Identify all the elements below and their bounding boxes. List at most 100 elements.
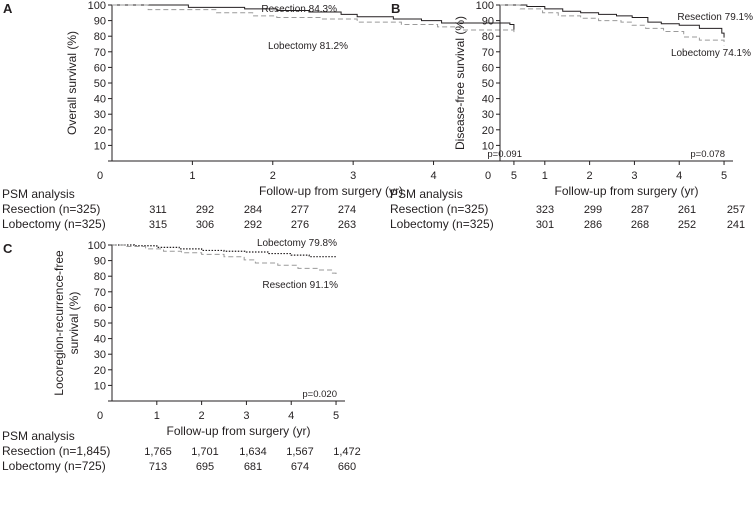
x-tick-label: 5: [511, 170, 517, 182]
panel-label: B: [391, 1, 400, 16]
x-tick-label: 2: [199, 410, 205, 422]
risk-table-cell: 287: [631, 204, 649, 216]
risk-table-cell: 311: [149, 204, 167, 216]
series-label-lobectomy: Lobectomy 81.2%: [268, 41, 348, 52]
curve-resection: [500, 4, 725, 38]
y-tick-label: 20: [94, 125, 106, 137]
x-tick-label: 3: [243, 410, 249, 422]
p-value: p=0.078: [690, 149, 725, 160]
risk-table-cell: 261: [678, 204, 696, 216]
x-axis-label: Follow-up from surgery (yr): [554, 184, 698, 198]
risk-table-cell: 301: [536, 219, 554, 231]
risk-table-row-label: Resection (n=1,845): [2, 444, 110, 458]
risk-table-cell: 306: [196, 219, 214, 231]
y-axis-label-line: Locoregion-recurrence-free: [52, 250, 66, 396]
curve-resection: [112, 4, 515, 30]
y-tick-label: 40: [94, 94, 106, 106]
risk-table-title: PSM analysis: [2, 429, 75, 443]
series-label-resection: Resection 91.1%: [262, 280, 338, 291]
series-label-lobectomy: Lobectomy 79.8%: [257, 238, 337, 249]
risk-table-cell: 274: [338, 204, 356, 216]
y-tick-label: 40: [482, 94, 494, 106]
x-axis-label: Follow-up from surgery (yr): [166, 424, 310, 438]
risk-table-cell: 1,765: [144, 446, 172, 458]
risk-table-cell: 268: [631, 219, 649, 231]
risk-table-cell: 323: [536, 204, 554, 216]
series-label-resection: Resection 84.3%: [261, 4, 337, 15]
p-value: p=0.020: [302, 389, 337, 400]
risk-table-cell: 263: [338, 219, 356, 231]
x-tick-label: 0: [485, 170, 491, 182]
p-value: p=0.091: [487, 149, 522, 160]
risk-table-cell: 292: [244, 219, 262, 231]
risk-table-cell: 252: [678, 219, 696, 231]
y-tick-label: 100: [88, 240, 106, 252]
x-tick-label: 0: [97, 410, 103, 422]
x-tick-label: 0: [97, 170, 103, 182]
y-tick-label: 70: [94, 47, 106, 59]
risk-table-cell: 1,701: [191, 446, 219, 458]
y-tick-label: 50: [94, 78, 106, 90]
risk-table-cell: 257: [727, 204, 745, 216]
y-tick-label: 90: [94, 256, 106, 268]
risk-table-row-label: Resection (n=325): [2, 202, 100, 216]
x-axis-label: Follow-up from surgery (yr): [259, 184, 403, 198]
x-tick-label: 1: [542, 170, 548, 182]
x-tick-label: 5: [333, 410, 339, 422]
risk-table-cell: 299: [584, 204, 602, 216]
y-tick-label: 80: [94, 31, 106, 43]
risk-table-cell: 277: [291, 204, 309, 216]
x-tick-label: 4: [288, 410, 294, 422]
curve-resection: [112, 244, 337, 277]
y-tick-label: 50: [94, 318, 106, 330]
risk-table-cell: 1,472: [333, 446, 361, 458]
x-tick-label: 3: [631, 170, 637, 182]
y-tick-label: 100: [88, 0, 106, 12]
panel-label: A: [3, 1, 13, 16]
risk-table-title: PSM analysis: [2, 187, 75, 201]
y-tick-label: 60: [94, 302, 106, 314]
y-tick-label: 90: [94, 16, 106, 28]
x-tick-label: 3: [350, 170, 356, 182]
risk-table-cell: 713: [149, 461, 167, 473]
y-tick-label: 40: [94, 334, 106, 346]
risk-table-cell: 1,634: [239, 446, 267, 458]
series-label-resection: Resection 79.1%: [677, 12, 753, 23]
x-tick-label: 1: [154, 410, 160, 422]
y-tick-label: 20: [94, 365, 106, 377]
panel-c: C 10 20 30 40 50 60 70 80 90 100 0 1 2 3 4 5 Follow-up fr…: [2, 238, 361, 473]
risk-table-title: PSM analysis: [390, 187, 463, 201]
risk-table-cell: 1,567: [286, 446, 314, 458]
y-tick-label: 30: [94, 349, 106, 361]
y-tick-label: 30: [94, 109, 106, 121]
risk-table-row-label: Resection (n=325): [390, 202, 488, 216]
y-axis-label: Disease-free survival (%): [453, 16, 467, 150]
y-tick-label: 80: [94, 271, 106, 283]
y-tick-label: 90: [482, 16, 494, 28]
x-tick-label: 2: [270, 170, 276, 182]
y-tick-label: 50: [482, 78, 494, 90]
x-tick-label: 5: [721, 170, 727, 182]
y-tick-label: 70: [94, 287, 106, 299]
risk-table-cell: 276: [291, 219, 309, 231]
risk-table-row-label: Lobectomy (n=725): [2, 459, 106, 473]
curve-lobectomy: [112, 4, 515, 35]
risk-table-cell: 660: [338, 461, 356, 473]
risk-table-cell: 292: [196, 204, 214, 216]
y-tick-label: 70: [482, 47, 494, 59]
y-tick-label: 60: [94, 62, 106, 74]
panel-label: C: [3, 241, 13, 256]
x-tick-label: 1: [189, 170, 195, 182]
curve-lobectomy: [112, 244, 337, 258]
x-tick-label: 4: [676, 170, 682, 182]
y-tick-label: 100: [476, 0, 494, 12]
risk-table-row-label: Lobectomy (n=325): [390, 217, 494, 231]
y-axis-label: Overall survival (%): [65, 31, 79, 135]
y-tick-label: 80: [482, 31, 494, 43]
y-axis-label-line: survival (%): [67, 292, 81, 355]
risk-table-cell: 681: [244, 461, 262, 473]
y-tick-label: 60: [482, 62, 494, 74]
series-label-lobectomy: Lobectomy 74.1%: [671, 48, 751, 59]
risk-table-cell: 286: [584, 219, 602, 231]
